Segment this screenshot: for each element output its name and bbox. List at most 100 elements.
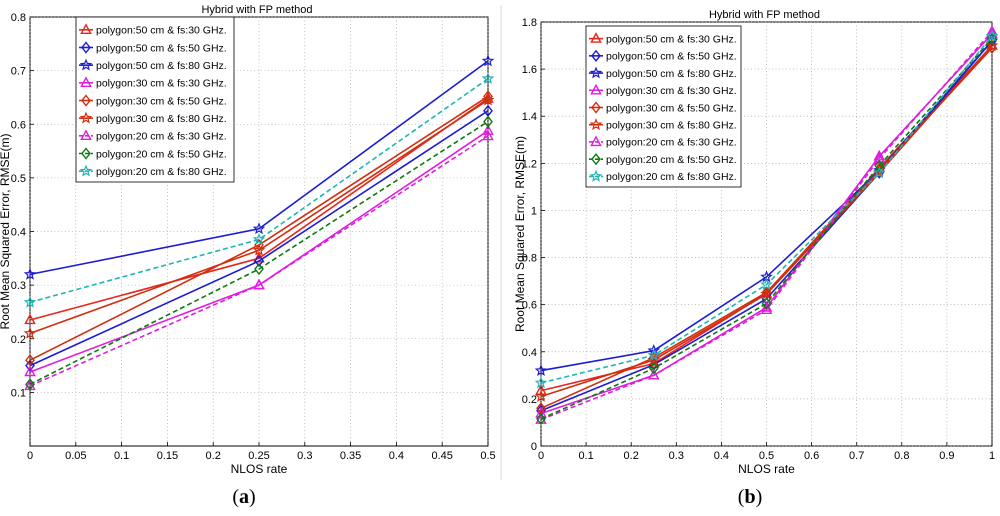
y-tick-label: 1.6	[522, 64, 537, 76]
legend-item: polygon:50 cm & fs:50 GHz.	[79, 41, 227, 54]
data-point	[25, 354, 35, 367]
chart-b: 0 0.1 0.2 0.3 0.4 0.5 0.6 0.7 0.8 0.9 1 0 0.2 0.4 0.6 0…	[513, 9, 999, 508]
x-tick-label: 0	[538, 450, 544, 462]
legend-marker	[589, 66, 603, 79]
x-tick-label: 0.3	[669, 450, 684, 462]
x-axis-label: NLOS rate	[231, 462, 288, 476]
series-line	[29, 120, 489, 386]
series-line	[540, 37, 993, 420]
data-point	[535, 384, 547, 395]
legend-marker	[590, 83, 602, 95]
data-point	[254, 262, 264, 276]
legend-marker	[591, 153, 601, 166]
x-tick-label: 0.35	[340, 450, 361, 462]
data-point	[481, 54, 495, 67]
data-point	[254, 254, 264, 268]
series-line	[540, 30, 993, 421]
panel-caption: (b)	[738, 486, 762, 508]
x-tick-label: 0.6	[804, 450, 819, 462]
legend-label: polygon:50 cm & fs:80 GHz.	[606, 68, 737, 80]
x-tick-label: 0.2	[624, 450, 639, 462]
series-7	[24, 129, 494, 391]
y-tick-label: 0.4	[11, 227, 26, 239]
data-point	[534, 376, 548, 389]
panel-caption: (a)	[232, 486, 255, 508]
legend-item: polygon:50 cm & fs:80 GHz.	[79, 58, 227, 72]
data-point	[985, 29, 999, 42]
legend-item: polygon:20 cm & fs:80 GHz.	[79, 164, 227, 178]
chart-title: Hybrid with FP method	[201, 4, 312, 16]
data-point	[481, 93, 495, 106]
legend: polygon:50 cm & fs:30 GHz. polygon:50 cm …	[75, 16, 235, 183]
series-8	[25, 115, 493, 391]
legend-label: polygon:50 cm & fs:50 GHz.	[96, 42, 227, 54]
chart-a: 0 0.05 0.1 0.15 0.2 0.25 0.3 0.35 0.4 0.45 0.5 0.1 0…	[0, 4, 496, 508]
series-line	[29, 110, 489, 367]
legend-label: polygon:30 cm & fs:30 GHz.	[96, 78, 227, 90]
legend-label: polygon:30 cm & fs:30 GHz.	[606, 85, 737, 97]
x-tick-label: 0	[27, 450, 33, 462]
x-tick-label: 1	[989, 450, 995, 462]
data-point	[23, 295, 37, 308]
data-point	[483, 90, 493, 103]
x-tick-label: 0.05	[65, 450, 86, 462]
data-point	[647, 368, 660, 380]
data-point	[25, 378, 35, 391]
legend-box	[75, 16, 235, 183]
y-tick-label: 0.7	[11, 66, 26, 78]
x-tick-label: 0.1	[578, 450, 593, 462]
legend-label: polygon:20 cm & fs:80 GHz.	[606, 171, 737, 183]
data-point	[760, 278, 773, 290]
series-6	[23, 93, 495, 339]
legend-item: polygon:20 cm & fs:30 GHz.	[79, 129, 227, 143]
series-line	[29, 60, 489, 276]
data-point	[482, 124, 494, 135]
data-point	[534, 364, 548, 376]
series-line	[29, 97, 489, 321]
legend-label: polygon:50 cm & fs:30 GHz.	[96, 25, 227, 37]
legend-marker	[79, 58, 93, 71]
legend-marker	[590, 32, 602, 43]
x-tick-label: 0.5	[759, 450, 774, 462]
data-point	[483, 115, 493, 128]
legend-label: polygon:50 cm & fs:50 GHz.	[606, 51, 737, 63]
legend-label: polygon:50 cm & fs:80 GHz.	[96, 60, 227, 72]
data-point	[252, 243, 266, 256]
x-tick-label: 0.4	[389, 450, 404, 462]
legend-item: polygon:30 cm & fs:30 GHz.	[589, 83, 737, 97]
legend-label: polygon:20 cm & fs:30 GHz.	[96, 131, 227, 143]
chart-title: Hybrid with FP method	[709, 9, 820, 21]
y-tick-label: 0.3	[11, 280, 26, 292]
legend-marker	[79, 111, 93, 124]
legend-marker	[590, 135, 602, 147]
legend-box	[585, 25, 742, 188]
y-tick-label: 0.5	[11, 173, 26, 185]
data-point	[253, 278, 265, 290]
legend-item: polygon:20 cm & fs:50 GHz.	[589, 153, 737, 166]
x-tick-label: 0.1	[114, 450, 129, 462]
y-tick-label: 1.8	[522, 17, 537, 29]
data-point	[985, 38, 999, 51]
legend-marker	[81, 41, 91, 54]
legend-marker	[81, 94, 91, 107]
series-line	[540, 45, 993, 398]
y-tick-label: 0.8	[522, 253, 537, 265]
legend-label: polygon:20 cm & fs:50 GHz.	[606, 154, 737, 166]
data-point	[25, 359, 35, 372]
legend-marker	[81, 147, 91, 160]
data-point	[482, 129, 494, 141]
x-tick-label: 0.45	[431, 450, 452, 462]
y-tick-label: 0.1	[11, 387, 26, 399]
legend-marker	[80, 76, 92, 88]
series-9	[534, 29, 999, 389]
data-point	[23, 326, 37, 339]
y-tick-label: 1.2	[522, 158, 537, 170]
data-point	[873, 152, 886, 163]
data-point	[872, 166, 886, 179]
y-tick-label: 0.2	[522, 394, 537, 406]
legend-item: polygon:30 cm & fs:80 GHz.	[589, 118, 737, 132]
y-tick-label: 0.6	[11, 119, 26, 131]
y-tick-label: 0.2	[11, 334, 26, 346]
legend-marker	[79, 164, 93, 177]
